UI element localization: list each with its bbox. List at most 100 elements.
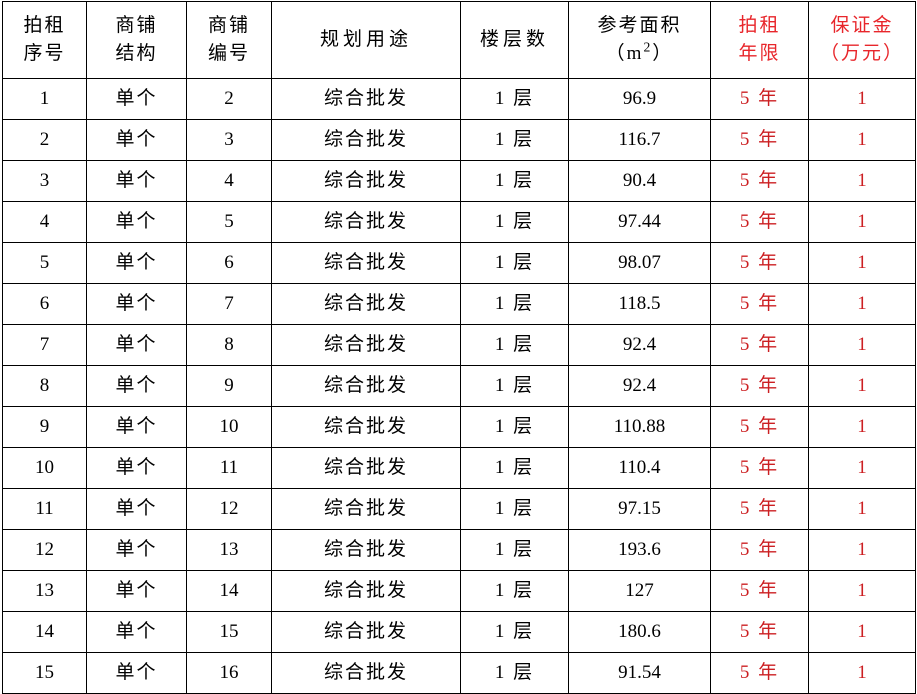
cell-shop-structure: 单个 [86, 365, 187, 407]
cell-reference-area: 91.54 [568, 652, 711, 694]
cell-lease-term: 5 年 [710, 119, 809, 161]
cell-lease-index: 11 [2, 488, 87, 530]
cell-lease-index: 9 [2, 406, 87, 448]
header-line-2: 序号 [23, 43, 66, 64]
cell-shop-number: 14 [186, 570, 272, 612]
cell-reference-area: 97.15 [568, 488, 711, 530]
column-header-reference-area: 参考面积 （m2） [568, 1, 711, 79]
header-row: 拍租 序号 商铺 结构 商铺 编号 规划用途 楼层数 参考面 [2, 1, 916, 79]
cell-shop-structure: 单个 [86, 611, 187, 653]
cell-shop-structure: 单个 [86, 652, 187, 694]
cell-shop-structure: 单个 [86, 406, 187, 448]
cell-shop-number: 15 [186, 611, 272, 653]
cell-lease-index: 3 [2, 160, 87, 202]
cell-lease-term: 5 年 [710, 652, 809, 694]
cell-reference-area: 118.5 [568, 283, 711, 325]
cell-lease-index: 4 [2, 201, 87, 243]
cell-shop-number: 5 [186, 201, 272, 243]
column-header-lease-term: 拍租 年限 [710, 1, 809, 79]
cell-deposit: 1 [808, 160, 916, 202]
cell-deposit: 1 [808, 406, 916, 448]
cell-deposit: 1 [808, 201, 916, 243]
header-line-2: 年限 [738, 43, 781, 64]
header-line-1: 拍租 [23, 15, 66, 37]
cell-lease-term: 5 年 [710, 611, 809, 653]
cell-shop-structure: 单个 [86, 201, 187, 243]
cell-shop-structure: 单个 [86, 529, 187, 571]
cell-lease-term: 5 年 [710, 570, 809, 612]
cell-shop-number: 3 [186, 119, 272, 161]
cell-lease-index: 2 [2, 119, 87, 161]
cell-deposit: 1 [808, 324, 916, 366]
cell-planned-use: 综合批发 [271, 119, 461, 161]
cell-reference-area: 110.88 [568, 406, 711, 448]
table-header: 拍租 序号 商铺 结构 商铺 编号 规划用途 楼层数 参考面 [2, 1, 916, 79]
header-line-1: 商铺 [207, 15, 250, 37]
cell-planned-use: 综合批发 [271, 201, 461, 243]
cell-deposit: 1 [808, 242, 916, 284]
header-line-2: 编号 [207, 43, 250, 64]
cell-shop-number: 12 [186, 488, 272, 530]
cell-shop-structure: 单个 [86, 160, 187, 202]
cell-deposit: 1 [808, 529, 916, 571]
cell-deposit: 1 [808, 652, 916, 694]
header-line-2: （m2） [605, 39, 674, 64]
column-header-shop-number: 商铺 编号 [186, 1, 272, 79]
cell-deposit: 1 [808, 570, 916, 612]
header-line-1: 拍租 [738, 15, 781, 37]
cell-reference-area: 127 [568, 570, 711, 612]
cell-floor-count: 1 层 [460, 119, 569, 161]
cell-deposit: 1 [808, 283, 916, 325]
cell-shop-number: 10 [186, 406, 272, 448]
cell-reference-area: 92.4 [568, 324, 711, 366]
cell-reference-area: 96.9 [568, 78, 711, 120]
cell-floor-count: 1 层 [460, 570, 569, 612]
column-header-lease-index: 拍租 序号 [2, 1, 87, 79]
cell-shop-number: 7 [186, 283, 272, 325]
cell-lease-index: 12 [2, 529, 87, 571]
square-superscript: 2 [643, 39, 653, 55]
cell-planned-use: 综合批发 [271, 242, 461, 284]
cell-shop-number: 9 [186, 365, 272, 407]
cell-shop-number: 6 [186, 242, 272, 284]
cell-floor-count: 1 层 [460, 242, 569, 284]
cell-shop-structure: 单个 [86, 78, 187, 120]
cell-planned-use: 综合批发 [271, 611, 461, 653]
cell-floor-count: 1 层 [460, 365, 569, 407]
cell-planned-use: 综合批发 [271, 283, 461, 325]
cell-lease-index: 10 [2, 447, 87, 489]
cell-shop-structure: 单个 [86, 283, 187, 325]
cell-lease-index: 6 [2, 283, 87, 325]
cell-shop-structure: 单个 [86, 119, 187, 161]
cell-reference-area: 116.7 [568, 119, 711, 161]
cell-planned-use: 综合批发 [271, 78, 461, 120]
cell-reference-area: 90.4 [568, 160, 711, 202]
cell-deposit: 1 [808, 365, 916, 407]
column-header-floor-count: 楼层数 [460, 1, 569, 79]
cell-deposit: 1 [808, 119, 916, 161]
cell-reference-area: 180.6 [568, 611, 711, 653]
cell-deposit: 1 [808, 488, 916, 530]
cell-lease-term: 5 年 [710, 201, 809, 243]
header-line-2: 结构 [115, 43, 158, 64]
cell-planned-use: 综合批发 [271, 570, 461, 612]
cell-lease-index: 8 [2, 365, 87, 407]
header-line-1: 参考面积 [597, 15, 682, 37]
cell-lease-index: 7 [2, 324, 87, 366]
cell-lease-index: 5 [2, 242, 87, 284]
cell-lease-term: 5 年 [710, 488, 809, 530]
cell-lease-index: 14 [2, 611, 87, 653]
cell-planned-use: 综合批发 [271, 652, 461, 694]
column-header-shop-structure: 商铺 结构 [86, 1, 187, 79]
cell-floor-count: 1 层 [460, 529, 569, 571]
cell-lease-index: 1 [2, 78, 87, 120]
cell-floor-count: 1 层 [460, 283, 569, 325]
